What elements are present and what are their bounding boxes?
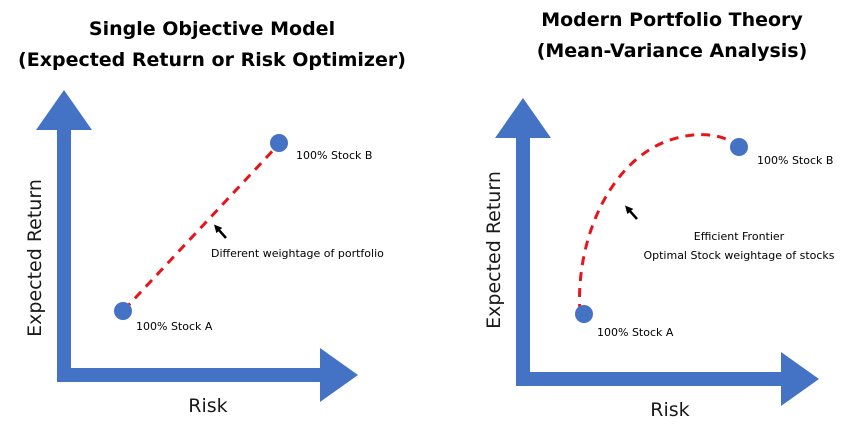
right-annotation-line1: Efficient Frontier bbox=[694, 230, 785, 243]
left-point-a-label: 100% Stock A bbox=[136, 320, 213, 333]
left-x-axis-arrow bbox=[57, 348, 358, 402]
left-panel: Single Objective Model (Expected Return … bbox=[18, 18, 406, 417]
left-title-line1: Single Objective Model bbox=[89, 18, 335, 40]
left-annotation-pointer bbox=[214, 224, 227, 239]
right-point-b-label: 100% Stock B bbox=[757, 154, 833, 167]
left-x-axis-label: Risk bbox=[188, 395, 227, 417]
right-title-line1: Modern Portfolio Theory bbox=[541, 9, 803, 31]
right-point-a-label: 100% Stock A bbox=[597, 326, 674, 339]
left-annotation: Different weightage of portfolio bbox=[211, 247, 384, 260]
right-point-stock-a bbox=[575, 305, 593, 323]
right-point-stock-b bbox=[730, 138, 748, 156]
right-annotation-pointer bbox=[625, 205, 638, 220]
left-point-stock-b bbox=[270, 134, 288, 152]
right-y-axis-label: Expected Return bbox=[483, 171, 505, 329]
left-point-stock-a bbox=[114, 302, 132, 320]
left-portfolio-line bbox=[122, 142, 281, 312]
right-x-axis-arrow bbox=[516, 352, 819, 406]
left-title-line2: (Expected Return or Risk Optimizer) bbox=[18, 49, 406, 71]
right-panel: Modern Portfolio Theory (Mean-Variance A… bbox=[483, 9, 835, 421]
left-point-b-label: 100% Stock B bbox=[296, 149, 372, 162]
right-efficient-frontier-curve bbox=[578, 133, 739, 314]
right-y-axis-arrow bbox=[495, 98, 551, 386]
left-y-axis-label: Expected Return bbox=[24, 179, 46, 337]
right-title-line2: (Mean-Variance Analysis) bbox=[537, 40, 808, 62]
right-x-axis-label: Risk bbox=[650, 399, 689, 421]
right-annotation-line2: Optimal Stock weightage of stocks bbox=[643, 249, 834, 262]
left-y-axis-arrow bbox=[36, 90, 92, 382]
